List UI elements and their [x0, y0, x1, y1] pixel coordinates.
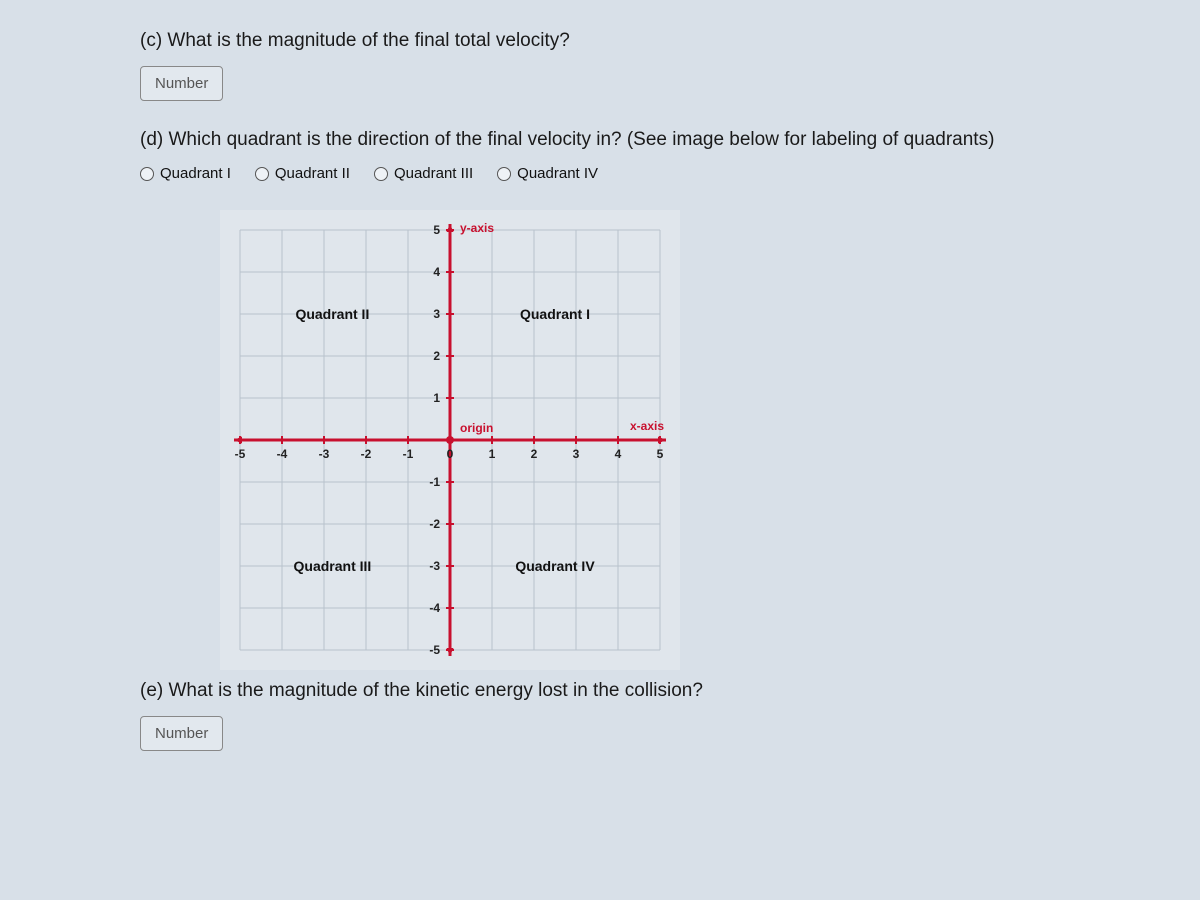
svg-text:origin: origin: [460, 421, 493, 435]
svg-text:Quadrant IV: Quadrant IV: [515, 558, 595, 574]
svg-text:1: 1: [489, 447, 496, 461]
radio-label: Quadrant I: [160, 165, 231, 182]
svg-text:Quadrant I: Quadrant I: [520, 306, 590, 322]
question-d: (d) Which quadrant is the direction of t…: [140, 129, 1140, 182]
radio-icon: [374, 167, 388, 181]
radio-option-q3[interactable]: Quadrant III: [374, 165, 473, 182]
svg-text:2: 2: [433, 349, 440, 363]
svg-text:-1: -1: [429, 475, 440, 489]
svg-text:4: 4: [433, 265, 440, 279]
radio-icon: [140, 167, 154, 181]
number-input-e[interactable]: Number: [140, 716, 223, 751]
radio-label: Quadrant III: [394, 165, 473, 182]
question-c: (c) What is the magnitude of the final t…: [140, 30, 1140, 101]
svg-text:-3: -3: [429, 559, 440, 573]
question-c-text: (c) What is the magnitude of the final t…: [140, 30, 1140, 52]
svg-text:Quadrant II: Quadrant II: [295, 306, 369, 322]
question-d-text: (d) Which quadrant is the direction of t…: [140, 129, 1140, 151]
svg-text:1: 1: [433, 391, 440, 405]
radio-icon: [497, 167, 511, 181]
number-input-c[interactable]: Number: [140, 66, 223, 101]
question-e: (e) What is the magnitude of the kinetic…: [140, 680, 1140, 751]
radio-label: Quadrant IV: [517, 165, 598, 182]
svg-text:-1: -1: [403, 447, 414, 461]
svg-text:0: 0: [447, 447, 454, 461]
svg-text:2: 2: [531, 447, 538, 461]
radio-label: Quadrant II: [275, 165, 350, 182]
svg-text:3: 3: [573, 447, 580, 461]
svg-text:5: 5: [433, 223, 440, 237]
radio-group-d: Quadrant I Quadrant II Quadrant III Quad…: [140, 165, 1140, 182]
radio-icon: [255, 167, 269, 181]
svg-text:y-axis: y-axis: [460, 221, 494, 235]
svg-text:5: 5: [657, 447, 664, 461]
radio-option-q2[interactable]: Quadrant II: [255, 165, 350, 182]
svg-text:-3: -3: [319, 447, 330, 461]
svg-text:x-axis: x-axis: [630, 419, 664, 433]
svg-text:-5: -5: [429, 643, 440, 657]
question-e-text: (e) What is the magnitude of the kinetic…: [140, 680, 1140, 702]
svg-text:-4: -4: [277, 447, 288, 461]
svg-text:-5: -5: [235, 447, 246, 461]
svg-text:-4: -4: [429, 601, 440, 615]
svg-text:-2: -2: [429, 517, 440, 531]
svg-text:-2: -2: [361, 447, 372, 461]
radio-option-q4[interactable]: Quadrant IV: [497, 165, 598, 182]
chart-svg: -5 -4 -3 -2 -1 0 1 2 3 4 5 -5 -4 -3 -2 -1 1 2 3 4 5 y-axis x-a…: [220, 210, 680, 670]
radio-option-q1[interactable]: Quadrant I: [140, 165, 231, 182]
svg-text:Quadrant III: Quadrant III: [294, 558, 372, 574]
svg-text:3: 3: [433, 307, 440, 321]
svg-text:4: 4: [615, 447, 622, 461]
coordinate-plane-chart: -5 -4 -3 -2 -1 0 1 2 3 4 5 -5 -4 -3 -2 -1 1 2 3 4 5 y-axis x-a…: [220, 210, 1140, 670]
